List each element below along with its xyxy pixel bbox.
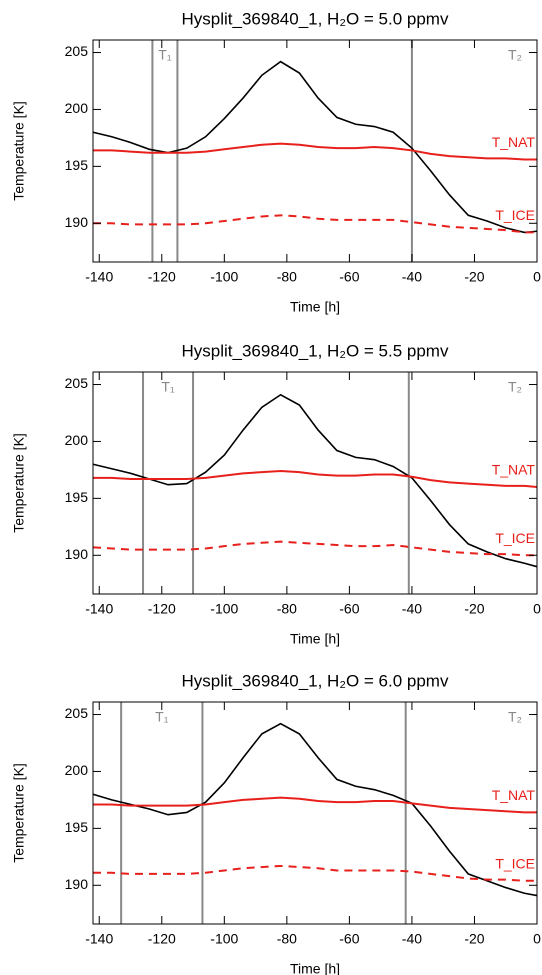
y-tick-label: 195 [65, 489, 89, 505]
series-line [93, 142, 537, 161]
x-tick-label: -60 [339, 601, 359, 617]
y-axis-label: Temperature [K] [11, 763, 27, 863]
y-tick-label: 205 [65, 705, 89, 721]
y-tick-label: 200 [65, 762, 89, 778]
plot-frame [92, 39, 538, 263]
series-line [93, 470, 538, 488]
series-line [93, 214, 537, 234]
y-tick-label: 200 [65, 432, 89, 448]
period-label: T₁ [158, 47, 172, 63]
y-tick-label: 190 [65, 214, 89, 230]
y-tick-label: 190 [65, 876, 89, 892]
chart-title: Hysplit_369840_1, H₂O = 5.5 ppmv [182, 341, 449, 360]
period-label: T₁ [161, 379, 175, 395]
y-axis-label: Temperature [K] [11, 101, 27, 201]
period-label: T₂ [508, 709, 522, 725]
series-line [92, 393, 538, 568]
plot-frame [92, 371, 538, 595]
y-tick-label: 205 [65, 375, 89, 391]
x-tick-label: 0 [533, 269, 541, 285]
y-tick-label: 190 [65, 546, 89, 562]
x-tick-label: -140 [85, 269, 113, 285]
y-tick-label: 195 [65, 819, 89, 835]
y-tick-label: 195 [65, 157, 89, 173]
x-axis-label: Time [h] [290, 961, 340, 975]
chart-title: Hysplit_369840_1, H₂O = 5.0 ppmv [182, 9, 449, 28]
y-axis-label: Temperature [K] [11, 433, 27, 533]
x-tick-label: -120 [148, 269, 176, 285]
series-label: T_NAT [492, 462, 536, 478]
x-tick-label: -80 [277, 601, 297, 617]
x-tick-label: -100 [210, 931, 238, 947]
period-label: T₂ [508, 379, 522, 395]
series-label: T_NAT [492, 134, 536, 150]
x-tick-label: -40 [402, 601, 422, 617]
y-tick-label: 200 [65, 100, 89, 116]
y-tick-label: 205 [65, 43, 89, 59]
x-tick-label: 0 [533, 931, 541, 947]
x-tick-label: -40 [402, 931, 422, 947]
series-label: T_ICE [495, 530, 535, 546]
x-axis-label: Time [h] [290, 299, 340, 315]
chart-title: Hysplit_369840_1, H₂O = 6.0 ppmv [182, 671, 449, 690]
series-line [93, 796, 537, 814]
period-label: T₁ [155, 709, 169, 725]
x-tick-label: -60 [339, 931, 359, 947]
series-line [92, 540, 537, 557]
x-tick-label: -20 [464, 601, 484, 617]
plot-frame [92, 701, 538, 925]
x-tick-label: -120 [148, 601, 176, 617]
x-tick-label: -140 [85, 931, 113, 947]
x-tick-label: -100 [210, 269, 238, 285]
x-tick-label: -20 [464, 931, 484, 947]
x-tick-label: -40 [402, 269, 422, 285]
x-tick-label: 0 [533, 601, 541, 617]
x-tick-label: -80 [277, 931, 297, 947]
x-tick-label: -120 [148, 931, 176, 947]
x-tick-label: -60 [339, 269, 359, 285]
series-line [92, 722, 538, 897]
x-tick-label: -140 [85, 601, 113, 617]
x-tick-label: -100 [210, 601, 238, 617]
x-axis-label: Time [h] [290, 631, 340, 647]
series-label: T_ICE [495, 855, 535, 871]
x-tick-label: -80 [277, 269, 297, 285]
series-label: T_NAT [492, 787, 536, 803]
series-label: T_ICE [495, 207, 535, 223]
series-line [93, 864, 537, 882]
period-label: T₂ [508, 47, 522, 63]
x-tick-label: -20 [464, 269, 484, 285]
